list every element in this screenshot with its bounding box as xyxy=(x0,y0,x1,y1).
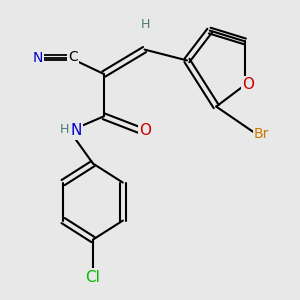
Text: O: O xyxy=(139,124,151,139)
Text: Br: Br xyxy=(254,127,269,141)
Text: H: H xyxy=(141,17,150,31)
Text: O: O xyxy=(242,77,254,92)
Text: N: N xyxy=(70,124,82,139)
Text: N: N xyxy=(32,51,43,65)
Text: Cl: Cl xyxy=(85,269,100,284)
Text: H: H xyxy=(60,123,69,136)
Text: C: C xyxy=(69,50,78,64)
